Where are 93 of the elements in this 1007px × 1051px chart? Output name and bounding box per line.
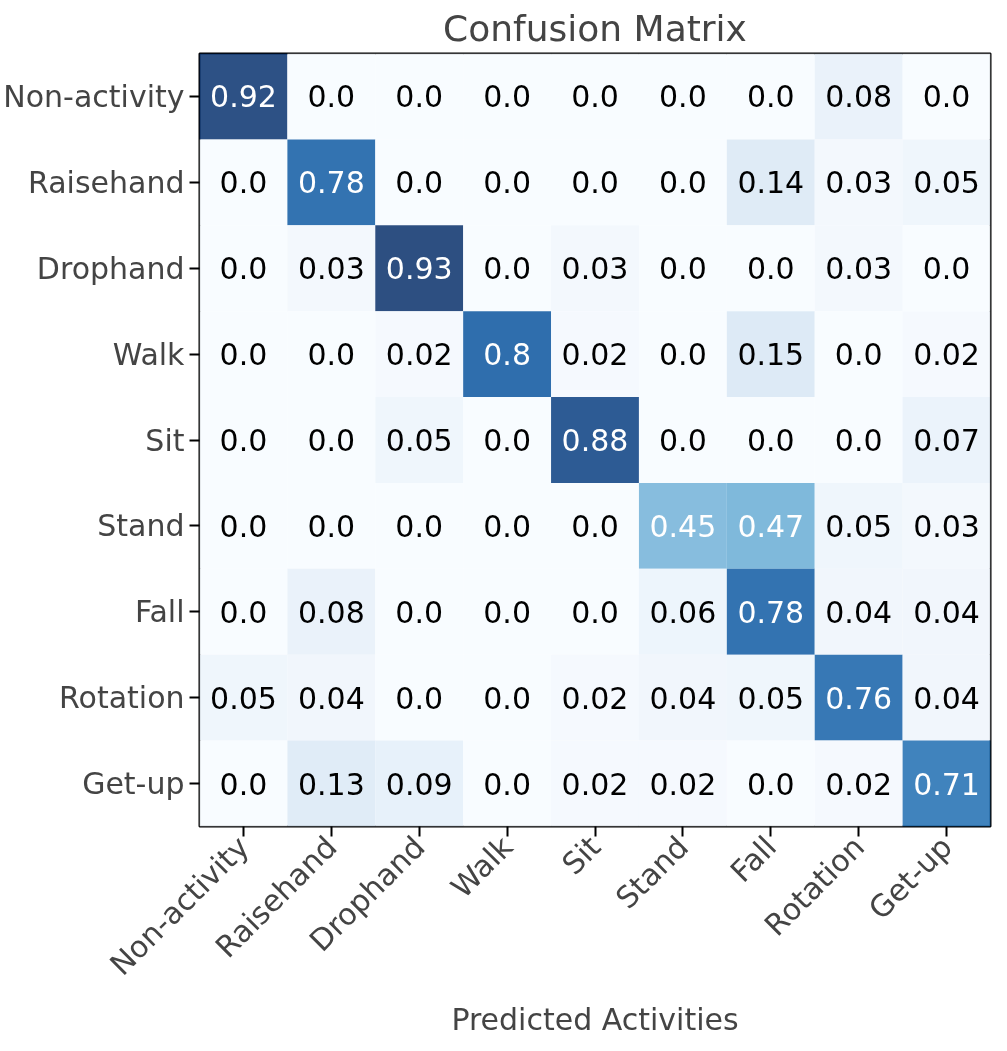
data-label: 0.02	[913, 337, 980, 373]
data-label: 0.0	[219, 165, 268, 201]
x-axis-title: Predicted Activities	[451, 1002, 739, 1038]
y-tick-label: Sit	[145, 422, 185, 458]
data-label: 0.0	[219, 594, 268, 630]
data-label: 0.0	[395, 508, 444, 544]
data-label: 0.0	[395, 594, 444, 630]
data-label: 0.0	[483, 165, 531, 201]
data-label: 0.02	[649, 766, 717, 802]
data-label: 0.0	[219, 423, 268, 458]
data-label: 0.0	[834, 337, 883, 373]
data-label: 0.0	[746, 766, 795, 802]
data-label: 0.0	[922, 251, 971, 287]
data-label: 0.03	[561, 251, 629, 287]
data-label: 0.71	[913, 766, 980, 802]
data-label: 0.0	[659, 337, 707, 373]
data-label: 0.0	[746, 423, 795, 458]
data-label: 0.0	[922, 79, 971, 115]
data-label: 0.8	[483, 337, 531, 373]
data-label: 0.05	[825, 508, 893, 544]
data-label: 0.0	[834, 423, 883, 458]
data-label: 0.0	[483, 680, 531, 716]
data-label: 0.0	[307, 508, 356, 544]
data-label: 0.05	[913, 165, 980, 201]
data-label: 0.0	[395, 79, 444, 115]
data-label: 0.02	[561, 680, 629, 716]
data-label: 0.02	[561, 766, 629, 802]
data-label: 0.0	[483, 508, 531, 544]
data-label: 0.05	[210, 680, 277, 716]
data-label: 0.0	[483, 766, 531, 802]
data-label: 0.13	[297, 766, 365, 802]
data-label: 0.0	[483, 79, 531, 115]
y-tick-label: Get-up	[82, 766, 185, 802]
data-label: 0.08	[825, 79, 893, 115]
data-label: 0.0	[659, 79, 707, 115]
data-label: 0.93	[385, 251, 453, 287]
y-tick-label: Stand	[97, 508, 185, 544]
data-label: 0.04	[649, 680, 717, 716]
y-tick-label: Walk	[112, 336, 186, 372]
data-label: 0.0	[395, 680, 444, 716]
data-label: 0.0	[219, 337, 268, 373]
data-label: 0.0	[307, 423, 356, 458]
data-label: 0.76	[825, 680, 893, 716]
data-label: 0.0	[571, 79, 619, 115]
data-label: 0.04	[297, 680, 365, 716]
data-label: 0.03	[825, 165, 893, 201]
data-label: 0.88	[561, 423, 629, 458]
data-label: 0.0	[483, 251, 531, 287]
data-label: 0.0	[659, 423, 707, 458]
data-label: 0.0	[219, 766, 268, 802]
data-label: 0.0	[571, 594, 619, 630]
data-label: 0.02	[561, 337, 629, 373]
data-label: 0.09	[385, 766, 453, 802]
data-label: 0.0	[395, 165, 444, 201]
data-label: 0.06	[649, 594, 717, 630]
data-label: 0.0	[659, 165, 707, 201]
data-label: 0.92	[210, 79, 277, 115]
data-label: 0.04	[825, 594, 893, 630]
data-label: 0.0	[483, 594, 531, 630]
data-label: 0.0	[746, 251, 795, 287]
y-tick-label: Fall	[134, 594, 185, 630]
data-label: 0.0	[307, 79, 356, 115]
data-label: 0.02	[385, 337, 453, 373]
data-label: 0.05	[737, 680, 805, 716]
data-label: 0.0	[659, 251, 707, 287]
data-label: 0.78	[737, 594, 805, 630]
y-tick-label: Raisehand	[28, 164, 185, 200]
data-label: 0.08	[297, 594, 365, 630]
data-label: 0.07	[913, 423, 980, 458]
y-tick-label: Drophand	[36, 250, 185, 286]
data-label: 0.0	[307, 337, 356, 373]
data-label: 0.02	[825, 766, 893, 802]
data-label: 0.04	[913, 594, 980, 630]
data-label: 0.0	[746, 79, 795, 115]
data-label: 0.05	[385, 423, 453, 458]
x-tick-label: Sit	[554, 828, 608, 882]
chart-title: Confusion Matrix	[443, 7, 747, 49]
data-label: 0.03	[825, 251, 893, 287]
data-label: 0.0	[571, 508, 619, 544]
data-label: 0.78	[297, 165, 365, 201]
data-label: 0.15	[737, 337, 805, 373]
data-label: 0.03	[297, 251, 365, 287]
data-label: 0.0	[483, 423, 531, 458]
data-label: 0.0	[219, 251, 268, 287]
y-tick-label: Non-activity	[3, 78, 185, 114]
data-label: 0.14	[737, 165, 805, 201]
data-label: 0.04	[913, 680, 980, 716]
data-label: 0.45	[649, 508, 717, 544]
data-label: 0.0	[219, 508, 268, 544]
data-label: 0.47	[737, 508, 805, 544]
data-label: 0.0	[571, 165, 619, 201]
y-tick-label: Rotation	[59, 680, 185, 716]
data-label: 0.03	[913, 508, 980, 544]
